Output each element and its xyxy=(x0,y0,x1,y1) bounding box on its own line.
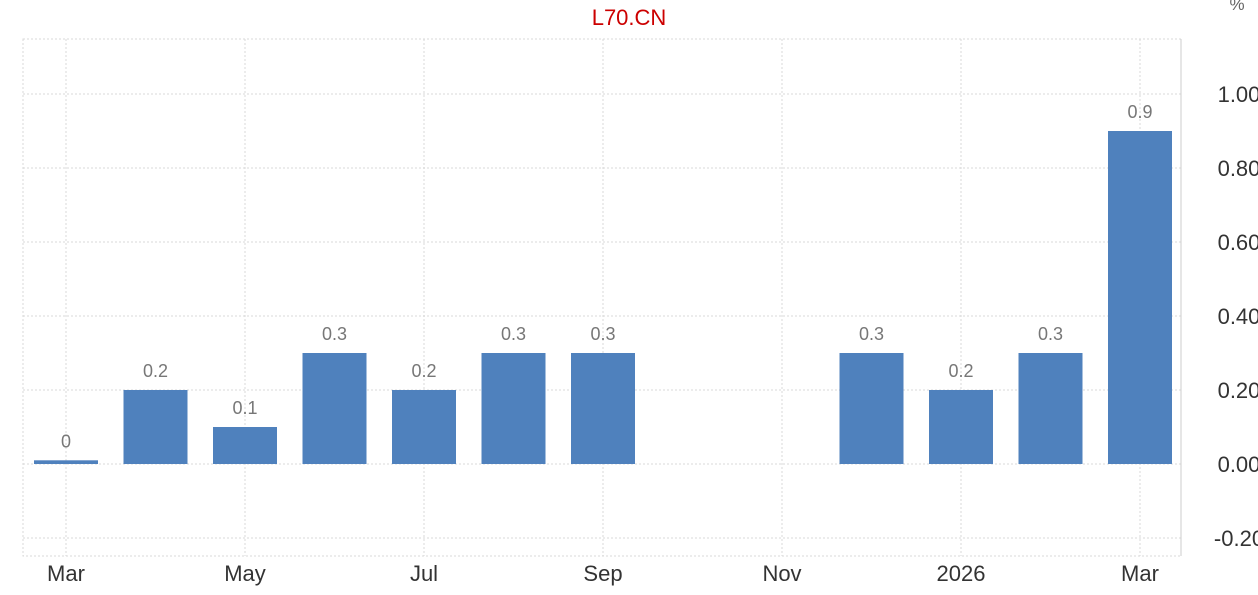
x-tick-label: Mar xyxy=(1121,561,1159,586)
y-tick-label: 0.60 xyxy=(1218,230,1258,255)
y-tick-label: -0.20 xyxy=(1214,526,1258,551)
y-axis: -0.20 0.00 0.20 0.40 0.60 0.80 1.00 xyxy=(1214,82,1258,551)
y-tick-label: 0.00 xyxy=(1218,452,1258,477)
bar[interactable] xyxy=(34,460,98,464)
x-tick-label: Jul xyxy=(410,561,438,586)
x-tick-label: Sep xyxy=(583,561,622,586)
data-label: 0.3 xyxy=(501,324,526,344)
x-tick-label: Nov xyxy=(762,561,801,586)
data-label: 0.3 xyxy=(1038,324,1063,344)
bar[interactable] xyxy=(929,390,993,464)
plot-frame xyxy=(22,38,1182,557)
data-label: 0.2 xyxy=(948,361,973,381)
bar[interactable] xyxy=(1018,353,1083,464)
bar[interactable] xyxy=(839,353,904,464)
y-tick-label: 0.20 xyxy=(1218,378,1258,403)
data-label: 0.3 xyxy=(859,324,884,344)
data-label: 0.2 xyxy=(143,361,168,381)
bar[interactable] xyxy=(302,353,367,464)
x-tick-label: 2026 xyxy=(937,561,986,586)
x-axis: Mar May Jul Sep Nov 2026 Mar xyxy=(47,561,1159,586)
chart-title: L70.CN xyxy=(592,5,667,30)
grid xyxy=(22,38,1182,557)
data-labels: 0 0.2 0.1 0.3 0.2 0.3 0.3 0.3 0.2 0.3 0.9 xyxy=(61,102,1153,451)
data-label: 0.1 xyxy=(232,398,257,418)
x-tick-label: May xyxy=(224,561,266,586)
data-label: 0.9 xyxy=(1127,102,1152,122)
data-label: 0.2 xyxy=(411,361,436,381)
bars xyxy=(34,131,1172,464)
y-tick-label: 0.80 xyxy=(1218,156,1258,181)
data-label: 0.3 xyxy=(590,324,615,344)
y-axis-unit: % xyxy=(1229,0,1244,14)
bar[interactable] xyxy=(392,390,456,464)
data-label: 0 xyxy=(61,431,71,451)
bar[interactable] xyxy=(1108,131,1172,464)
data-label: 0.3 xyxy=(322,324,347,344)
y-tick-label: 1.00 xyxy=(1218,82,1258,107)
bar[interactable] xyxy=(571,353,635,464)
bar[interactable] xyxy=(481,353,546,464)
x-tick-label: Mar xyxy=(47,561,85,586)
bar[interactable] xyxy=(123,390,188,464)
y-tick-label: 0.40 xyxy=(1218,304,1258,329)
bar[interactable] xyxy=(213,427,277,464)
